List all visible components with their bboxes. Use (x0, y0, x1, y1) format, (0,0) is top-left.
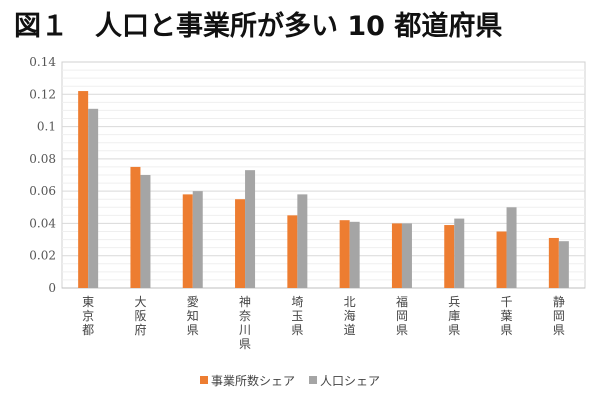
bar-establishments (496, 231, 507, 288)
x-category-label: 福岡県 (396, 294, 408, 337)
x-category-label: 神奈川県 (239, 295, 251, 351)
bar-population (558, 241, 569, 288)
x-category-label: 東京都 (82, 295, 94, 337)
y-tick-label: 0.02 (29, 249, 56, 263)
bar-population (140, 175, 151, 288)
x-category-label: 愛知県 (187, 295, 199, 337)
bar-establishments (339, 220, 350, 288)
y-tick-label: 0.1 (37, 120, 56, 134)
y-tick-label: 0.14 (29, 55, 56, 69)
bar-population (506, 207, 517, 288)
y-tick-label: 0.08 (29, 152, 56, 166)
y-tick-label: 0.06 (29, 184, 56, 198)
bar-establishments (444, 225, 455, 288)
x-category-label: 静岡県 (553, 295, 565, 337)
bar-population (192, 191, 203, 288)
bar-establishments (391, 223, 402, 288)
bar-population (297, 194, 308, 288)
bar-establishments (287, 215, 298, 288)
bar-establishments (182, 194, 193, 288)
bar-establishments (130, 166, 141, 288)
bar-establishments (78, 91, 89, 288)
chart-title: 図１ 人口と事業所が多い 10 都道府県 (14, 11, 503, 42)
bar-population (454, 218, 465, 288)
legend-swatch (309, 376, 318, 384)
y-tick-label: 0 (48, 281, 56, 295)
bar-population (401, 223, 412, 288)
y-tick-label: 0.12 (29, 87, 56, 101)
y-tick-label: 0.04 (29, 216, 56, 230)
x-category-label: 北海道 (344, 295, 356, 337)
x-category-label: 兵庫県 (448, 295, 460, 337)
x-category-label: 千葉県 (501, 295, 513, 337)
x-category-label: 大阪府 (134, 295, 146, 337)
bar-population (88, 108, 99, 288)
x-category-label: 埼玉県 (291, 295, 303, 337)
bar-establishments (235, 199, 246, 288)
legend-label: 人口シェア (320, 374, 380, 388)
bar-population (245, 170, 256, 288)
legend-label: 事業所数シェア (211, 373, 295, 388)
bar-establishments (548, 237, 559, 288)
legend-swatch (200, 376, 208, 384)
bar-population (349, 221, 360, 288)
